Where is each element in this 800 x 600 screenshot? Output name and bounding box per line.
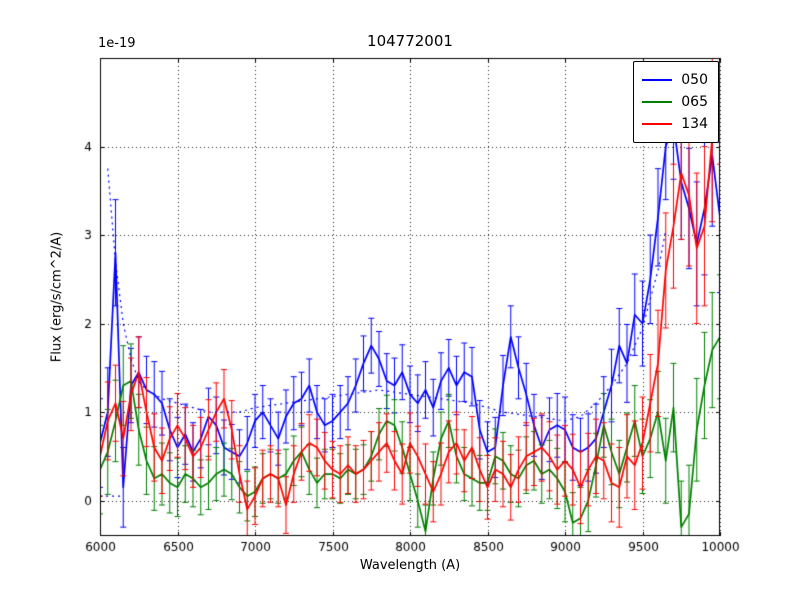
legend-item: 065 xyxy=(642,93,708,111)
legend-item-label: 065 xyxy=(681,94,708,110)
legend-line-sample-065 xyxy=(642,101,673,103)
chart-title: 104772001 xyxy=(367,32,453,50)
legend-item: 134 xyxy=(642,115,708,133)
y-axis-label: Flux (erg/s/cm^2/A) xyxy=(49,231,65,363)
legend-item-label: 050 xyxy=(681,72,708,88)
x-axis-label: Wavelength (A) xyxy=(359,558,461,573)
legend-item: 050 xyxy=(642,71,708,89)
legend-line-sample-134 xyxy=(642,123,673,125)
legend-line-sample-050 xyxy=(642,79,673,81)
legend: 050 065 134 xyxy=(633,61,719,143)
y-axis-scale-label: 1e-19 xyxy=(98,36,136,51)
legend-item-label: 134 xyxy=(681,116,708,132)
